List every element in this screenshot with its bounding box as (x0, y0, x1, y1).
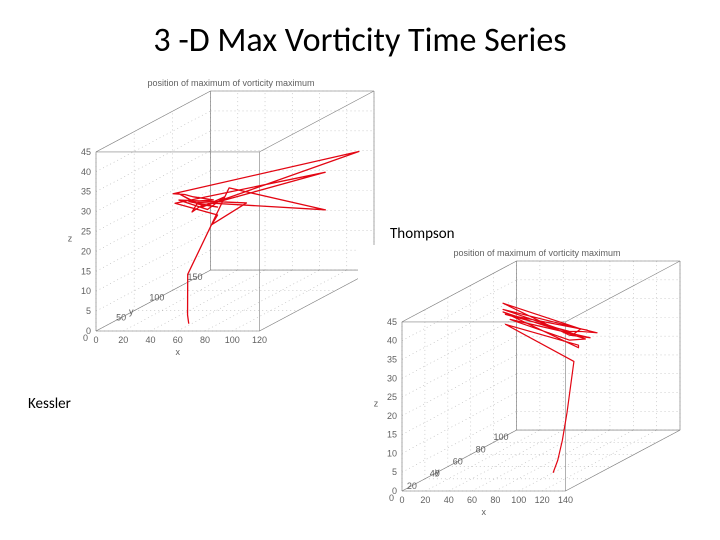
svg-text:80: 80 (200, 335, 210, 345)
svg-text:140: 140 (558, 495, 573, 505)
svg-text:100: 100 (149, 292, 164, 302)
svg-text:20: 20 (387, 411, 397, 421)
chart-kessler-box: position of maximum of vorticity maximum… (52, 75, 382, 375)
svg-text:0: 0 (93, 335, 98, 345)
svg-text:y: y (129, 307, 134, 317)
svg-text:0: 0 (83, 333, 88, 343)
svg-text:45: 45 (81, 147, 91, 157)
svg-text:15: 15 (387, 430, 397, 440)
svg-text:35: 35 (81, 187, 91, 197)
page-title: 3 -D Max Vorticity Time Series (0, 20, 720, 61)
svg-text:5: 5 (86, 306, 91, 316)
svg-text:30: 30 (81, 207, 91, 217)
svg-text:15: 15 (81, 266, 91, 276)
svg-text:10: 10 (81, 286, 91, 296)
svg-text:10: 10 (387, 448, 397, 458)
svg-text:60: 60 (467, 495, 477, 505)
svg-text:100: 100 (225, 335, 240, 345)
svg-text:35: 35 (387, 354, 397, 364)
svg-text:40: 40 (81, 167, 91, 177)
svg-text:25: 25 (387, 392, 397, 402)
chart-kessler-3d: position of maximum of vorticity maximum… (52, 75, 382, 375)
svg-text:120: 120 (252, 335, 267, 345)
label-thompson: Thompson (390, 225, 455, 243)
chart-thompson-3d: position of maximum of vorticity maximum… (358, 245, 688, 535)
svg-text:100: 100 (494, 432, 509, 442)
svg-text:80: 80 (490, 495, 500, 505)
label-kessler: Kessler (28, 395, 71, 413)
svg-text:5: 5 (392, 467, 397, 477)
svg-text:40: 40 (145, 335, 155, 345)
svg-text:position of maximum of vortici: position of maximum of vorticity maximum (147, 78, 314, 88)
svg-text:100: 100 (511, 495, 526, 505)
svg-text:x: x (481, 507, 486, 517)
svg-text:60: 60 (173, 335, 183, 345)
svg-text:40: 40 (444, 495, 454, 505)
svg-text:position of maximum of vortici: position of maximum of vorticity maximum (453, 248, 620, 258)
svg-text:120: 120 (535, 495, 550, 505)
svg-text:z: z (374, 398, 379, 408)
svg-text:20: 20 (420, 495, 430, 505)
svg-text:25: 25 (81, 226, 91, 236)
svg-text:z: z (68, 233, 73, 243)
svg-text:0: 0 (389, 493, 394, 503)
svg-text:60: 60 (453, 456, 463, 466)
svg-text:50: 50 (116, 313, 126, 323)
svg-text:x: x (175, 347, 180, 357)
chart-thompson-box: position of maximum of vorticity maximum… (358, 245, 688, 535)
svg-text:40: 40 (387, 336, 397, 346)
svg-text:45: 45 (387, 317, 397, 327)
svg-text:80: 80 (476, 444, 486, 454)
svg-text:20: 20 (118, 335, 128, 345)
svg-text:30: 30 (387, 373, 397, 383)
svg-text:0: 0 (399, 495, 404, 505)
svg-text:20: 20 (407, 481, 417, 491)
svg-text:20: 20 (81, 246, 91, 256)
svg-text:150: 150 (188, 272, 203, 282)
svg-text:y: y (435, 467, 440, 477)
